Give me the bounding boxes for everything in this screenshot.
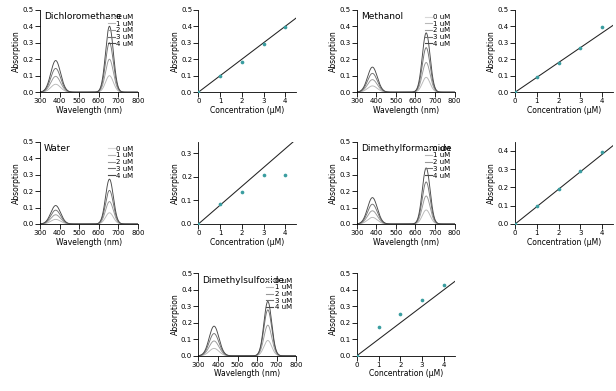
X-axis label: Concentration (μM): Concentration (μM) <box>527 106 601 115</box>
Point <box>352 353 362 359</box>
Point <box>280 171 290 178</box>
Point <box>237 188 247 195</box>
Point <box>395 311 405 317</box>
Point <box>510 89 520 95</box>
X-axis label: Wavelength (nm): Wavelength (nm) <box>214 369 280 378</box>
Legend: 0 uM, 1 uM, 2 uM, 3 uM, 4 uM: 0 uM, 1 uM, 2 uM, 3 uM, 4 uM <box>107 13 134 47</box>
Text: Methanol: Methanol <box>361 12 403 21</box>
Point <box>259 172 269 178</box>
Text: Dimethylsulfoxide: Dimethylsulfoxide <box>202 276 285 285</box>
Point <box>532 74 542 81</box>
X-axis label: Wavelength (nm): Wavelength (nm) <box>373 106 439 115</box>
Y-axis label: Absorption: Absorption <box>329 30 338 72</box>
X-axis label: Concentration (μM): Concentration (μM) <box>210 238 285 247</box>
Point <box>510 221 520 227</box>
Legend: 0 uM, 1 uM, 2 uM, 3 uM, 4 uM: 0 uM, 1 uM, 2 uM, 3 uM, 4 uM <box>265 277 293 311</box>
Point <box>237 59 247 65</box>
Legend: 0 uM, 1 uM, 2 uM, 3 uM, 4 uM: 0 uM, 1 uM, 2 uM, 3 uM, 4 uM <box>107 145 134 179</box>
Point <box>215 73 225 79</box>
X-axis label: Concentration (μM): Concentration (μM) <box>527 238 601 247</box>
Point <box>597 149 607 155</box>
Point <box>532 203 542 209</box>
Point <box>280 23 290 30</box>
X-axis label: Concentration (μM): Concentration (μM) <box>210 106 285 115</box>
Point <box>193 221 203 227</box>
X-axis label: Concentration (μM): Concentration (μM) <box>368 369 443 378</box>
Legend: 0 uM, 1 uM, 2 uM, 3 uM, 4 uM: 0 uM, 1 uM, 2 uM, 3 uM, 4 uM <box>424 13 451 47</box>
Point <box>417 297 427 303</box>
Point <box>554 59 564 66</box>
Y-axis label: Absorption: Absorption <box>171 162 179 204</box>
Point <box>215 201 225 208</box>
Point <box>597 23 607 30</box>
Point <box>575 45 585 51</box>
Y-axis label: Absorption: Absorption <box>12 30 21 72</box>
X-axis label: Wavelength (nm): Wavelength (nm) <box>56 106 122 115</box>
Y-axis label: Absorption: Absorption <box>171 294 179 335</box>
Point <box>554 186 564 192</box>
X-axis label: Wavelength (nm): Wavelength (nm) <box>373 238 439 247</box>
Y-axis label: Absorption: Absorption <box>329 162 338 204</box>
Point <box>373 324 383 330</box>
Y-axis label: Absorption: Absorption <box>487 162 496 204</box>
Text: Water: Water <box>44 144 71 153</box>
Y-axis label: Absorption: Absorption <box>487 30 496 72</box>
Y-axis label: Absorption: Absorption <box>171 30 179 72</box>
Y-axis label: Absorption: Absorption <box>329 294 338 335</box>
Legend: 0 uM, 1 uM, 2 uM, 3 uM, 4 uM: 0 uM, 1 uM, 2 uM, 3 uM, 4 uM <box>424 145 451 179</box>
Text: Dichloromethane: Dichloromethane <box>44 12 122 21</box>
Point <box>193 89 203 95</box>
Text: Dimethylformamide: Dimethylformamide <box>361 144 452 153</box>
X-axis label: Wavelength (nm): Wavelength (nm) <box>56 238 122 247</box>
Point <box>575 168 585 174</box>
Point <box>259 40 269 47</box>
Point <box>439 282 448 288</box>
Y-axis label: Absorption: Absorption <box>12 162 21 204</box>
